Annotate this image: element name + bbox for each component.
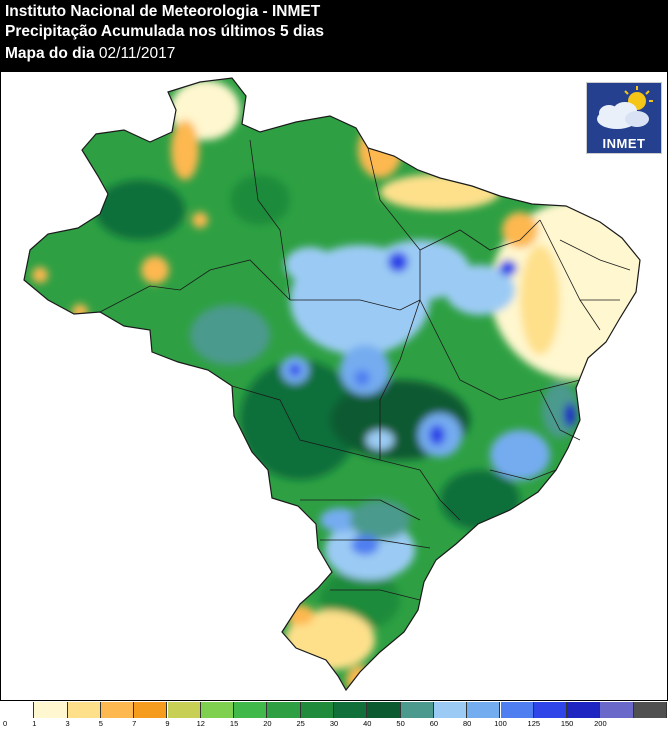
legend: 0 1 3 5 7 9 12 15 20 25 30 40 50 60 80 100 125 150 200 xyxy=(0,700,668,732)
legend-tick-label: 30 xyxy=(329,719,339,728)
legend-swatch xyxy=(1,702,35,718)
legend-tick-label: 20 xyxy=(263,719,272,728)
legend-tick-label: 0 xyxy=(3,719,8,728)
legend-tick-label: 50 xyxy=(396,719,405,728)
legend-swatch xyxy=(533,702,568,718)
legend-swatch xyxy=(567,702,601,718)
legend-swatch xyxy=(467,702,501,718)
map-date-label: Mapa do dia xyxy=(5,45,95,62)
precipitation-map xyxy=(23,77,641,692)
state-borders xyxy=(23,77,641,692)
legend-swatch xyxy=(600,702,634,718)
precipitation-field xyxy=(24,78,640,690)
legend-swatch xyxy=(200,702,235,718)
legend-tick-label: 5 xyxy=(98,719,103,728)
legend-swatch xyxy=(367,702,401,718)
legend-tick-label: 3 xyxy=(65,719,70,728)
legend-tick-label: 80 xyxy=(463,719,472,728)
legend-swatch xyxy=(167,702,201,718)
legend-swatch xyxy=(433,702,468,718)
institution-title: Instituto Nacional de Meteorologia - INM… xyxy=(5,3,321,20)
legend-swatch xyxy=(234,702,268,718)
legend-swatch xyxy=(67,702,101,718)
legend-tick-label: 15 xyxy=(229,719,239,728)
map-date-line: Mapa do dia 02/11/2017 xyxy=(5,44,175,63)
legend-tick-label: 7 xyxy=(132,719,137,728)
legend-swatch xyxy=(34,702,68,718)
legend-tick-label: 25 xyxy=(296,719,305,728)
legend-swatch xyxy=(267,702,301,718)
legend-tick-label: 40 xyxy=(363,719,372,728)
legend-tick-label: 100 xyxy=(494,719,507,728)
legend-swatch xyxy=(400,702,434,718)
legend-swatch xyxy=(134,702,168,718)
map-date: 02/11/2017 xyxy=(98,45,176,62)
legend-swatch xyxy=(300,702,334,718)
legend-swatch xyxy=(334,702,368,718)
legend-tick-label: 125 xyxy=(527,719,541,728)
legend-tick-label: 200 xyxy=(594,719,607,728)
legend-swatch xyxy=(100,702,135,718)
map-header: Instituto Nacional de Meteorologia - INM… xyxy=(0,0,668,72)
legend-tick-label: 12 xyxy=(196,719,205,728)
legend-tick-label: 60 xyxy=(429,719,439,728)
legend-swatch xyxy=(500,702,534,718)
map-title: Precipitação Acumulada nos últimos 5 dia… xyxy=(5,23,324,40)
logo-text: INMET xyxy=(602,136,646,151)
legend-tick-label: 9 xyxy=(165,719,170,728)
legend-tick-label: 1 xyxy=(32,719,37,728)
cloud-sun-icon xyxy=(597,86,653,129)
inmet-logo: INMET xyxy=(586,82,662,154)
legend-swatch xyxy=(633,702,667,718)
legend-tick-label: 150 xyxy=(560,719,574,728)
